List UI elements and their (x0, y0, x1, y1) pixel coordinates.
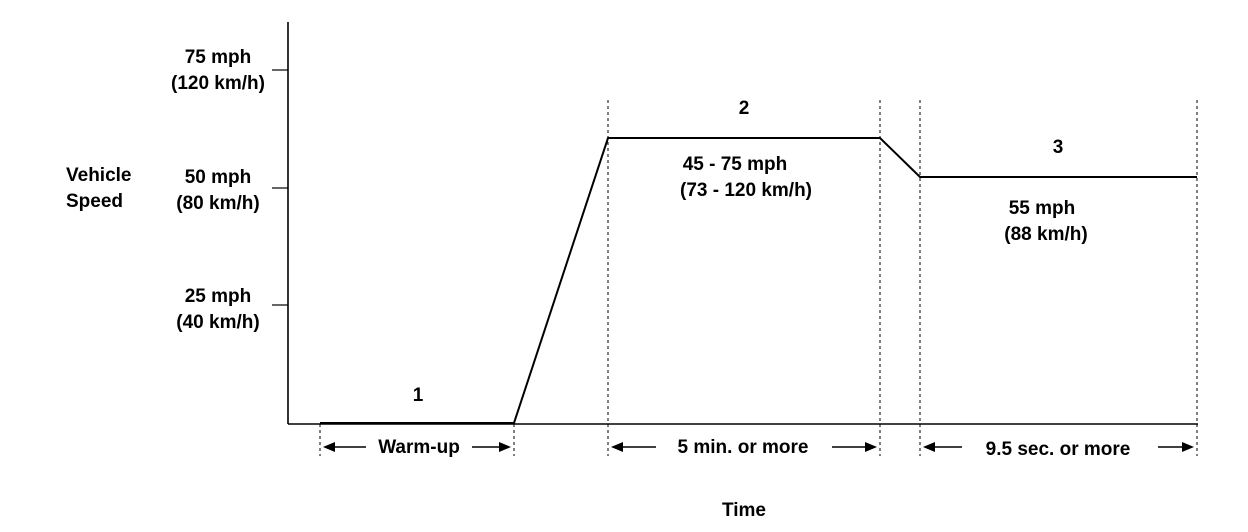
phase2-speed-kmh: (73 - 120 km/h) (680, 180, 812, 201)
phase1-duration: Warm-up (378, 437, 460, 458)
arrow-left-icon (923, 442, 935, 452)
arrow-right-icon (865, 442, 877, 452)
arrow-left-icon (611, 442, 623, 452)
phase3-duration: 9.5 sec. or more (986, 439, 1131, 460)
x-axis-label: Time (722, 500, 766, 521)
tick-label-25-kmh: (40 km/h) (176, 312, 259, 333)
y-axis-label-line1: Vehicle (66, 165, 132, 186)
phase2-number: 2 (739, 98, 750, 119)
phase1-number: 1 (413, 385, 424, 406)
tick-label-75-mph: 75 mph (185, 47, 252, 68)
phase2-duration: 5 min. or more (678, 437, 809, 458)
phase3-speed-mph: 55 mph (1009, 198, 1076, 219)
y-axis-label-line2: Speed (66, 191, 123, 212)
tick-label-50-mph: 50 mph (185, 167, 252, 188)
phase2-speed-mph: 45 - 75 mph (683, 154, 788, 175)
arrow-left-icon (323, 442, 335, 452)
speed-profile-line (320, 137, 1197, 424)
arrow-right-icon (499, 442, 511, 452)
phase3-number: 3 (1053, 137, 1064, 158)
arrow-right-icon (1182, 442, 1194, 452)
phase3-speed-kmh: (88 km/h) (1004, 224, 1087, 245)
tick-label-50-kmh: (80 km/h) (176, 193, 259, 214)
tick-label-25-mph: 25 mph (185, 286, 252, 307)
tick-label-75-kmh: (120 km/h) (171, 73, 265, 94)
